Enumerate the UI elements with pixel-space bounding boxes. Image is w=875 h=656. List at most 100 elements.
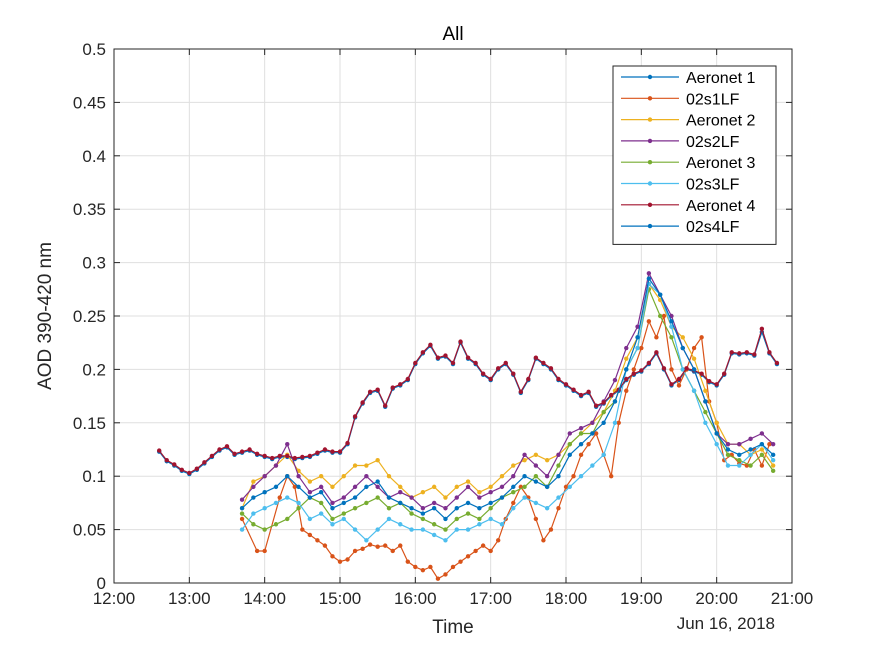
data-point: [759, 447, 765, 452]
data-point: [209, 453, 215, 459]
data-point: [364, 484, 369, 490]
data-point: [296, 474, 301, 479]
data-point: [420, 511, 426, 516]
data-point: [307, 490, 313, 495]
data-point: [661, 366, 667, 371]
data-point: [262, 490, 267, 495]
data-point: [635, 345, 640, 351]
date-label: Jun 16, 2018: [677, 614, 775, 633]
data-point: [413, 360, 418, 366]
legend-label: Aeronet 2: [686, 113, 755, 130]
data-point: [488, 500, 493, 506]
data-point: [375, 387, 380, 392]
data-point: [405, 559, 410, 564]
legend-item: Aeronet 1: [621, 70, 755, 87]
data-point: [375, 495, 380, 500]
data-point: [296, 500, 301, 506]
data-point: [318, 474, 324, 479]
data-point: [383, 543, 388, 548]
data-point: [499, 474, 505, 479]
data-point: [748, 436, 753, 442]
legend-item: 02s4LF: [621, 219, 740, 236]
data-point: [544, 484, 550, 490]
series-line: [241, 283, 774, 541]
data-point: [273, 484, 279, 490]
data-point: [737, 351, 742, 356]
data-point: [292, 484, 297, 490]
data-point: [251, 484, 256, 490]
data-point: [345, 440, 350, 446]
data-point: [224, 444, 230, 449]
data-point: [465, 479, 471, 484]
data-point: [567, 441, 572, 447]
data-point: [420, 350, 426, 355]
legend-label: 02s2LF: [686, 134, 740, 151]
data-point: [631, 367, 636, 372]
data-point: [352, 527, 358, 532]
data-point: [646, 360, 652, 366]
data-point: [386, 506, 392, 511]
data-point: [748, 463, 753, 468]
data-point: [318, 500, 324, 506]
data-point: [759, 441, 765, 447]
data-point: [646, 319, 652, 324]
data-point: [691, 367, 697, 372]
data-point: [292, 455, 297, 461]
data-point: [669, 382, 674, 387]
data-point: [631, 371, 636, 376]
data-point: [217, 447, 222, 452]
data-point: [593, 431, 599, 436]
data-point: [499, 495, 505, 500]
data-point: [770, 441, 776, 447]
data-point: [488, 484, 493, 490]
data-point: [431, 506, 437, 511]
data-point: [477, 522, 482, 527]
data-point: [533, 355, 539, 360]
x-tick-label: 12:00: [93, 589, 136, 608]
data-point: [578, 441, 584, 447]
data-point: [477, 516, 482, 522]
data-point: [526, 376, 531, 382]
legend-label: Aeronet 4: [686, 198, 755, 215]
data-point: [398, 522, 403, 527]
data-point: [567, 452, 572, 458]
data-point: [533, 452, 539, 458]
data-point: [443, 353, 448, 358]
x-tick-label: 18:00: [545, 589, 588, 608]
data-point: [714, 420, 719, 425]
data-point: [578, 431, 584, 436]
data-point: [518, 389, 523, 395]
data-point: [364, 538, 369, 543]
data-point: [367, 542, 373, 547]
data-point: [454, 484, 459, 490]
data-point: [556, 452, 561, 458]
data-point: [247, 447, 252, 452]
data-point: [737, 463, 742, 468]
data-point: [511, 371, 516, 376]
data-point: [420, 567, 426, 573]
data-point: [307, 495, 313, 500]
data-point: [187, 470, 192, 476]
data-point: [277, 495, 282, 500]
data-point: [567, 431, 572, 436]
data-point: [465, 484, 471, 490]
data-point: [567, 484, 572, 490]
y-tick-label: 0.25: [73, 307, 106, 326]
data-point: [593, 403, 599, 408]
data-point: [767, 350, 772, 355]
data-point: [639, 345, 644, 351]
data-point: [239, 449, 245, 454]
data-point: [458, 339, 463, 344]
data-point: [770, 452, 776, 458]
data-point: [578, 392, 584, 398]
data-point: [511, 500, 516, 506]
data-point: [752, 352, 757, 357]
x-tick-label: 20:00: [695, 589, 738, 608]
data-point: [352, 414, 358, 419]
data-point: [296, 506, 301, 511]
data-point: [544, 474, 550, 479]
data-point: [729, 350, 734, 355]
data-point: [669, 324, 674, 329]
data-point: [251, 511, 256, 516]
data-point: [202, 460, 207, 465]
